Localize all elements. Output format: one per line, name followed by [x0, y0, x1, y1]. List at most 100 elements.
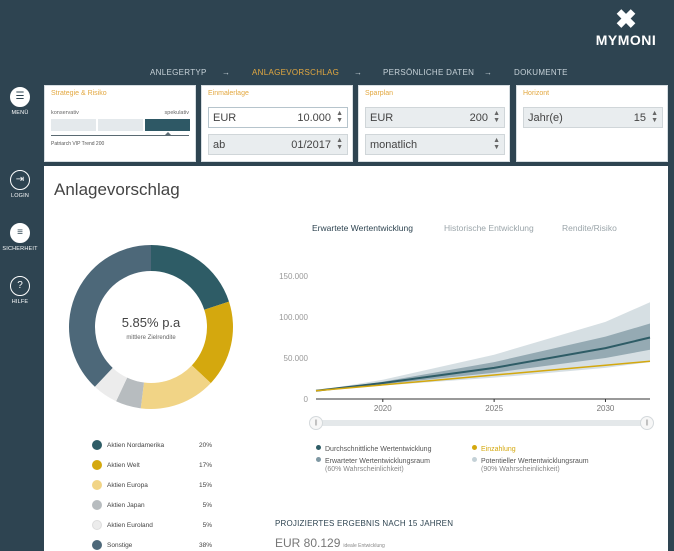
legend-swatch [472, 457, 477, 462]
brand-logo[interactable]: ✖ MYMONI [586, 6, 666, 48]
legend-name: Sonstige [107, 542, 133, 549]
stepper-icon[interactable]: ▲ ▼ [651, 110, 658, 124]
legend-potential-sub: (90% Wahrscheinlichkeit) [481, 466, 560, 473]
range-slider[interactable]: || || [309, 416, 654, 430]
from-value: 01/2017 [291, 139, 331, 151]
from-label: ab [213, 139, 226, 151]
horizon-card: Horizont Jahr(e) 15 ▲ ▼ [516, 85, 668, 162]
donut-slice [69, 245, 151, 387]
slider-handle-left[interactable]: || [309, 416, 323, 430]
legend-swatch [92, 460, 102, 470]
series-line [315, 336, 651, 392]
risk-marker[interactable] [165, 132, 171, 135]
legend-swatch [92, 500, 102, 510]
legend-row: Aktien Nordamerika 20% [92, 438, 212, 458]
legend-potential-range: Potentieller Wertentwicklungsraum (90% W… [472, 457, 589, 473]
risk-slider-line [51, 135, 189, 136]
legend-swatch [92, 440, 102, 450]
legend-name: Aktien Euroland [107, 522, 153, 529]
legend-swatch [92, 480, 102, 490]
step-persoenliche-daten[interactable]: PERSÖNLICHE DATEN [383, 68, 475, 77]
login-label: LOGIN [10, 193, 30, 199]
security-label: SICHERHEIT [2, 246, 38, 252]
range-band [316, 323, 650, 391]
strategy-note: Patriarch VIP Trend 200 [51, 141, 105, 147]
step-arrow: → [222, 68, 231, 77]
allocation-legend: Aktien Nordamerika 20% Aktien Welt 17% A… [92, 438, 212, 551]
risk-right-label: spekulativ [164, 110, 189, 116]
tab-expected[interactable]: Erwartete Wertentwicklung [312, 223, 413, 233]
tab-return-risk[interactable]: Rendite/Risiko [562, 223, 617, 233]
y-tick-label: 50.000 [284, 354, 309, 363]
one-time-card: Einmalerlage EUR 10.000 ▲ ▼ ab 01/2017 ▲ ▼ [201, 85, 353, 162]
login-button[interactable]: ⇥ LOGIN [0, 170, 40, 199]
legend-percent: 38% [198, 542, 212, 549]
main-panel: Anlagevorschlag 5.85% p.a mittlere Zielr… [44, 166, 668, 551]
one-time-amount-field[interactable]: EUR 10.000 ▲ ▼ [208, 107, 348, 128]
horizon-caption: Horizont [523, 90, 550, 97]
savings-amount-field[interactable]: EUR 200 ▲ ▼ [365, 107, 505, 128]
legend-row: Aktien Euroland 5% [92, 518, 212, 538]
step-anlegertyp[interactable]: ANLEGERTYP [150, 68, 207, 77]
legend-swatch [316, 457, 321, 462]
currency-label: EUR [370, 112, 394, 124]
step-arrow: → [484, 68, 493, 77]
legend-row: Aktien Europa 15% [92, 478, 212, 498]
legend-expected-sub: (60% Wahrscheinlichkeit) [325, 466, 404, 473]
stepper-icon[interactable]: ▲ ▼ [336, 110, 343, 124]
risk-left-label: konservativ [51, 110, 79, 116]
interval-value: monatlich [370, 139, 418, 151]
help-icon: ? [10, 276, 30, 296]
login-icon: ⇥ [10, 170, 30, 190]
projection-note: ideale Entwicklung [343, 543, 385, 549]
security-button[interactable]: ≡ SICHERHEIT [0, 223, 40, 252]
slider-handle-right[interactable]: || [640, 416, 654, 430]
legend-name: Aktien Nordamerika [107, 442, 165, 449]
stepper-icon[interactable]: ▲ ▼ [336, 137, 343, 151]
step-dokumente[interactable]: DOKUMENTE [514, 68, 568, 77]
legend-name: Aktien Japan [107, 502, 145, 509]
tab-historical[interactable]: Historische Entwicklung [444, 223, 534, 233]
slider-track [317, 420, 646, 426]
donut-slice [140, 365, 211, 409]
legend-swatch [92, 540, 102, 550]
legend-deposit: Einzahlung [472, 445, 516, 453]
risk-level-2[interactable] [98, 119, 143, 131]
legend-deposit-label: Einzahlung [481, 446, 516, 453]
legend-avg-label: Durchschnittliche Wertentwicklung [325, 446, 432, 453]
savings-caption: Sparplan [365, 90, 394, 97]
amount-value: 10.000 [297, 112, 331, 124]
x-tick-label: 2025 [485, 404, 503, 413]
legend-avg: Durchschnittliche Wertentwicklung [316, 445, 431, 453]
strategy-card: Strategie & Risiko konservativ spekulati… [44, 85, 196, 162]
step-arrow: → [354, 68, 363, 77]
performance-chart: 0 50.000 100.000 150.000 2020 2025 2030 [279, 272, 651, 413]
step-anlagevorschlag[interactable]: ANLAGEVORSCHLAG [252, 68, 340, 77]
legend-row: Aktien Japan 5% [92, 498, 212, 518]
donut-slice [191, 301, 233, 384]
one-time-date-field[interactable]: ab 01/2017 ▲ ▼ [208, 134, 348, 155]
legend-swatch [316, 445, 321, 450]
brand-name: MYMONI [595, 32, 657, 48]
help-button[interactable]: ? HILFE [0, 276, 40, 305]
risk-level-3[interactable] [145, 119, 190, 131]
legend-expected-label: Erwarteter Wertentwicklungsraum [325, 458, 430, 465]
legend-row: Aktien Welt 17% [92, 458, 212, 478]
select-arrow-icon[interactable]: ▲ ▼ [493, 137, 500, 151]
legend-swatch [92, 520, 102, 530]
legend-percent: 20% [198, 442, 212, 449]
horizon-field[interactable]: Jahr(e) 15 ▲ ▼ [523, 107, 663, 128]
page-title: Anlagevorschlag [54, 180, 180, 199]
donut-slice [151, 245, 229, 310]
database-icon: ≡ [10, 223, 30, 243]
currency-label: EUR [213, 112, 237, 124]
menu-label: MENÜ [11, 110, 29, 116]
menu-button[interactable]: ☰ MENÜ [0, 87, 40, 116]
stepper-icon[interactable]: ▲ ▼ [493, 110, 500, 124]
risk-level-1[interactable] [51, 119, 96, 131]
one-time-caption: Einmalerlage [208, 90, 249, 97]
strategy-caption: Strategie & Risiko [51, 90, 107, 97]
legend-expected-range: Erwarteter Wertentwicklungsraum (60% Wah… [316, 457, 430, 473]
y-tick-label: 0 [304, 395, 309, 404]
savings-interval-select[interactable]: monatlich ▲ ▼ [365, 134, 505, 155]
